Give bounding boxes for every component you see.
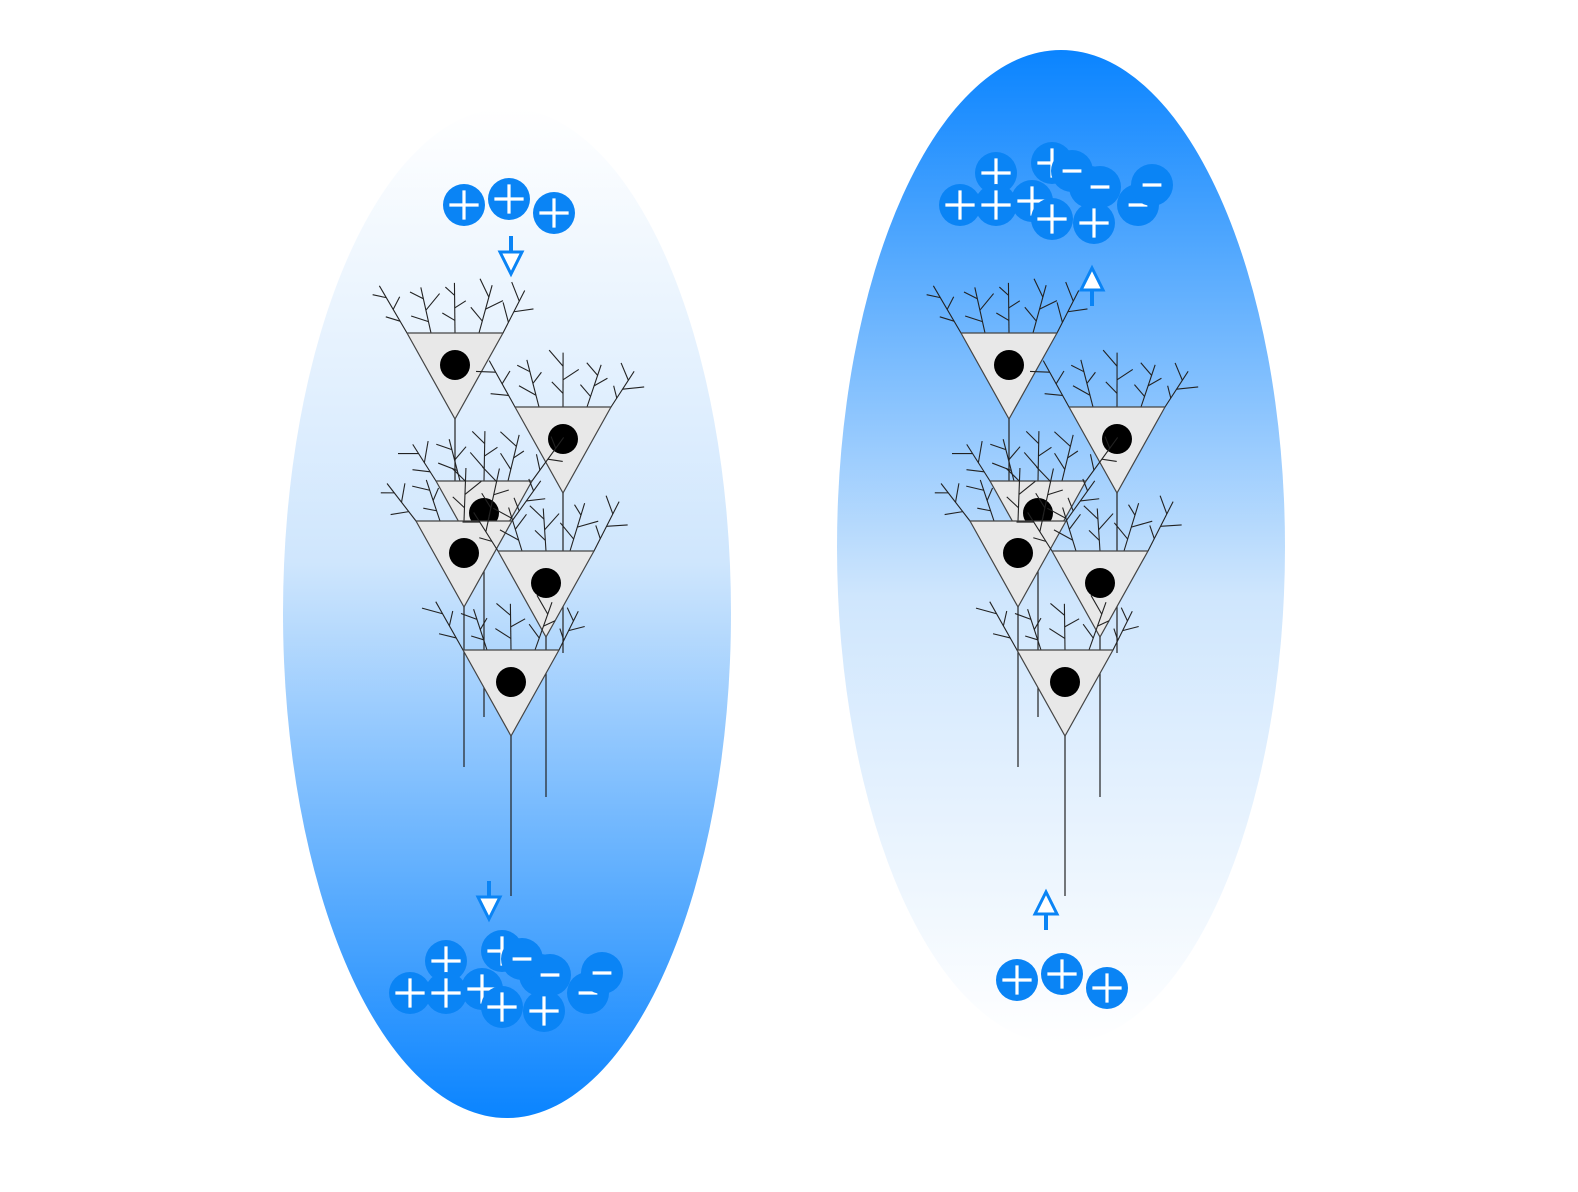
nucleus [440, 350, 470, 380]
arrow-down-icon [475, 881, 503, 923]
left-top-ion-group [443, 178, 575, 234]
nucleus [531, 568, 561, 598]
arrow-up-icon [1078, 264, 1106, 306]
positive-ion-icon [533, 192, 575, 234]
neuron-icon [934, 466, 1100, 767]
left-neuron-cluster [372, 278, 645, 896]
nucleus [449, 538, 479, 568]
arrow-up-icon [1032, 888, 1060, 930]
neuron-icon [380, 466, 546, 767]
panel-left-excitation [283, 108, 731, 1118]
nucleus [1003, 538, 1033, 568]
nucleus [1050, 667, 1080, 697]
positive-ion-icon [481, 986, 523, 1028]
right-neuron-cluster [926, 278, 1199, 896]
positive-ion-icon [425, 940, 467, 982]
right-field-ellipse [837, 50, 1285, 1044]
positive-ion-icon [1086, 967, 1128, 1009]
positive-ion-icon [523, 990, 565, 1032]
neuron-icon [476, 349, 645, 653]
neuron-icon [372, 278, 534, 489]
neuron-icon [926, 278, 1088, 489]
neuron-icon [1016, 495, 1182, 797]
positive-ion-icon [996, 959, 1038, 1001]
nucleus [1085, 568, 1115, 598]
right-top-ion-cluster [939, 142, 1173, 244]
negative-ion-icon [1131, 164, 1173, 206]
positive-ion-icon [1031, 198, 1073, 240]
nucleus [994, 350, 1024, 380]
positive-ion-icon [389, 972, 431, 1014]
negative-ion-icon [581, 952, 623, 994]
negative-ion-icon [501, 938, 543, 980]
neuron-icon [462, 495, 628, 797]
positive-ion-icon [488, 178, 530, 220]
left-bottom-ion-cluster [389, 930, 623, 1032]
positive-ion-icon [425, 972, 467, 1014]
positive-ion-icon [1073, 202, 1115, 244]
nucleus [496, 667, 526, 697]
neuron-icon [975, 595, 1139, 896]
positive-ion-icon [1041, 953, 1083, 995]
positive-ion-icon [443, 184, 485, 226]
positive-ion-icon [975, 184, 1017, 226]
neuron-icon [421, 595, 585, 896]
positive-ion-icon [939, 184, 981, 226]
right-bottom-ion-group [996, 953, 1128, 1009]
panel-right-inversion [837, 50, 1285, 1044]
arrow-down-icon [497, 236, 525, 278]
negative-ion-icon [1051, 150, 1093, 192]
positive-ion-icon [975, 152, 1017, 194]
